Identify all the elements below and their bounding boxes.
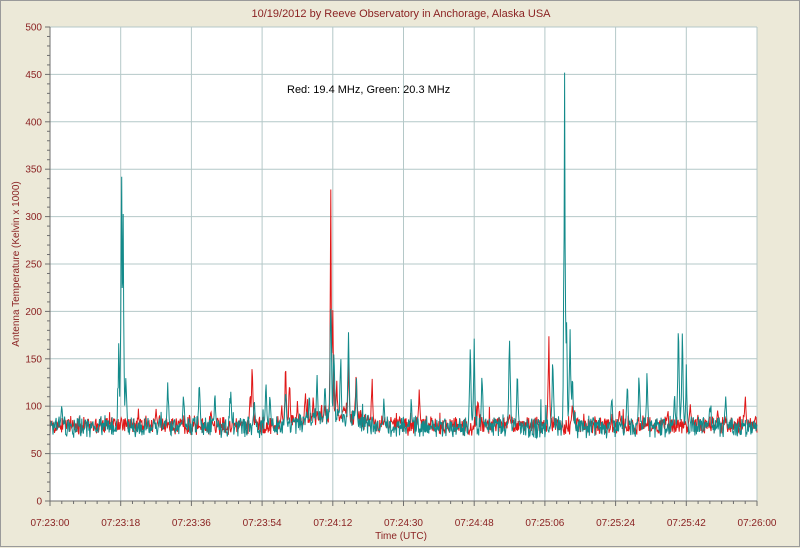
series-layer [49,72,758,440]
x-tick-label: 07:24:12 [313,518,352,529]
x-tick-label: 07:26:00 [738,518,777,529]
y-tick-label: 500 [25,23,42,34]
y-tick-label: 450 [25,70,42,81]
x-axis-label: Time (UTC) [375,531,427,542]
x-tick-label: 07:25:24 [596,518,635,529]
y-tick-label: 200 [25,307,42,318]
x-tick-label: 07:23:36 [172,518,211,529]
chart-annotation: Red: 19.4 MHz, Green: 20.3 MHz [287,84,450,96]
y-axis-label: Antenna Temperature (Kelvin x 1000) [11,181,22,346]
x-tick-label: 07:24:30 [384,518,423,529]
chart-title: 10/19/2012 by Reeve Observatory in Ancho… [251,8,551,20]
x-tick-label: 07:23:54 [243,518,282,529]
y-tick-label: 0 [36,497,42,508]
series-line-green [49,72,758,440]
x-tick-label: 07:25:06 [525,518,564,529]
x-tick-label: 07:23:00 [31,518,70,529]
y-tick-label: 50 [31,449,43,460]
y-tick-label: 250 [25,260,42,271]
y-tick-label: 350 [25,165,42,176]
y-tick-label: 400 [25,117,42,128]
x-tick-label: 07:23:18 [101,518,140,529]
y-tick-label: 300 [25,212,42,223]
x-tick-label: 07:25:42 [667,518,706,529]
y-tick-label: 150 [25,354,42,365]
y-tick-label: 100 [25,402,42,413]
x-tick-label: 07:24:48 [455,518,494,529]
